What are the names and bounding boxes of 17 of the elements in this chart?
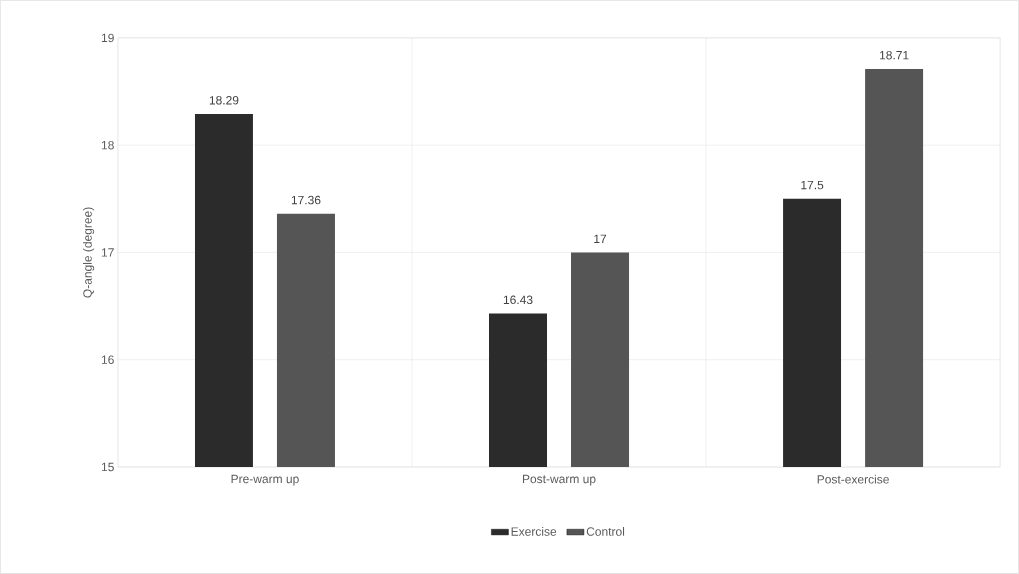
y-tick-label: 15	[101, 462, 114, 472]
y-tick-label: 17	[101, 248, 114, 257]
x-tick-label: Pre-warm up	[231, 474, 299, 486]
y-axis-title: Q-angle (degree)	[82, 207, 95, 298]
data-label: 18.71	[879, 51, 909, 60]
y-tick-label: 16	[101, 355, 114, 364]
y-tick-label: 19	[101, 33, 114, 43]
x-tick-label: Post-exercise	[817, 474, 889, 484]
data-label: 17	[594, 234, 607, 243]
data-label: 17.36	[291, 195, 321, 205]
y-tick-label: 18	[101, 140, 114, 150]
data-label: 18.29	[209, 96, 239, 105]
data-label: 17.5	[801, 180, 824, 190]
x-tick-label: Post-warm up	[522, 474, 596, 486]
legend-label: Control	[586, 527, 625, 536]
legend-label: Exercise	[511, 527, 557, 536]
data-label: 16.43	[503, 295, 533, 305]
